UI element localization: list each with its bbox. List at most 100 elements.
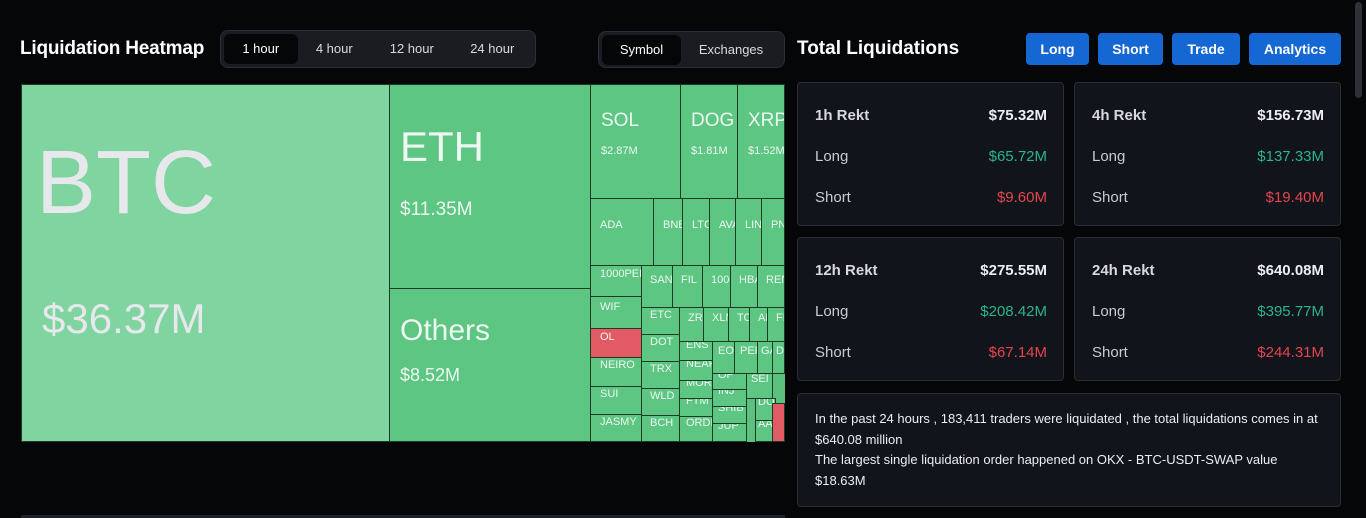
heatmap-tile-jasmy[interactable]: JASMY (590, 414, 642, 442)
long-button[interactable]: Long (1026, 33, 1089, 65)
rekt-card-24h: 24h Rekt $640.08M Long $395.77M Short $244.… (1074, 237, 1341, 381)
tile-symbol: SOL (601, 109, 640, 131)
heatmap-tile-morpho[interactable]: MORPHO (679, 380, 713, 399)
tile-symbol: AR (758, 311, 767, 324)
heatmap-tile-ftm[interactable]: FTM (679, 398, 713, 417)
heatmap-tile-sui[interactable]: SUI (590, 386, 642, 415)
heatmap-tile-fil[interactable]: FIL (672, 265, 703, 308)
long-label: Long (1092, 148, 1126, 165)
tile-symbol: DYDX (776, 344, 784, 357)
tile-symbol: OL (600, 330, 615, 343)
heatmap-tile-sol[interactable]: SOL $2.87M (590, 84, 681, 199)
heatmap-tile-hbar[interactable]: HBAR (730, 265, 758, 308)
tile-value: $2.87M (601, 144, 638, 157)
heatmap-tile-ton[interactable]: TON (728, 307, 750, 342)
heatmap-tile-bnb[interactable]: BNB (653, 198, 683, 266)
tile-symbol: ETH (400, 123, 484, 170)
card-total: $75.32M (988, 107, 1047, 124)
tile-symbol: SEI (751, 373, 769, 385)
tile-symbol: ZRX (688, 311, 703, 324)
tile-symbol: EOS (718, 344, 734, 357)
tile-symbol: WLD (650, 389, 675, 402)
long-amount: $137.33M (1257, 148, 1324, 165)
heatmap-tile-ada[interactable]: ADA (590, 198, 654, 266)
short-button[interactable]: Short (1098, 33, 1163, 65)
heatmap-tile-1000pepe[interactable]: 1000PEPE (590, 265, 642, 297)
heatmap-tile-wif[interactable]: WIF (590, 296, 642, 329)
heatmap-tile-dot[interactable]: DOT (641, 334, 680, 362)
long-amount: $395.77M (1257, 303, 1324, 320)
heatmap-tile-inj[interactable]: INJ (712, 389, 747, 407)
tab-24-hour[interactable]: 24 hour (470, 41, 515, 56)
heatmap-tile-bch[interactable]: BCH (641, 415, 680, 442)
tile-symbol: JASMY (600, 415, 637, 428)
heatmap-tile-neiro[interactable]: NEIRO (590, 357, 642, 387)
heatmap-tile-unnamed[interactable] (772, 403, 785, 442)
tile-symbol: WIF (600, 300, 621, 313)
trade-button[interactable]: Trade (1172, 33, 1240, 65)
tile-symbol: XRP (748, 109, 785, 131)
card-total: $156.73M (1257, 107, 1324, 124)
tile-symbol: OP (718, 373, 734, 381)
heatmap-tile-pepe[interactable]: PEPE (734, 341, 758, 374)
scrollbar-thumb[interactable] (1355, 2, 1362, 98)
heatmap-tile-avax[interactable]: AVAX (709, 198, 736, 266)
heatmap-tile-sei[interactable]: SEI (746, 373, 773, 399)
heatmap-tile-etc[interactable]: ETC (641, 307, 680, 335)
summary-line-2: The largest single liquidation order hap… (815, 452, 1278, 488)
page-scrollbar[interactable] (1351, 0, 1366, 518)
tile-symbol: 1000PEPE (600, 267, 641, 280)
heatmap-tile-jup[interactable]: JUP (712, 423, 747, 442)
heatmap-tile-ordi[interactable]: ORDI (679, 416, 713, 442)
heatmap-tile-1000[interactable]: 1000 (702, 265, 731, 308)
heatmap-tile-near[interactable]: NEAR (679, 360, 713, 381)
heatmap-tile-fet[interactable]: FET (767, 307, 785, 342)
heatmap-tile-link[interactable]: LINK (735, 198, 762, 266)
heatmap-tile-ar[interactable]: AR (749, 307, 768, 342)
heatmap-tile-ren[interactable]: REN (757, 265, 785, 308)
tile-symbol: ADA (600, 218, 623, 231)
heatmap-tile-zrx[interactable]: ZRX (679, 307, 704, 342)
short-amount: $67.14M (988, 344, 1047, 361)
heatmap-tile-dydx[interactable]: DYDX (772, 341, 785, 374)
tab-1-hour[interactable]: 1 hour (224, 34, 298, 64)
tile-symbol: ORDI (686, 416, 713, 429)
tab-4-hour[interactable]: 4 hour (315, 41, 353, 56)
tile-value: $1.81M (691, 144, 728, 157)
tile-value: $36.37M (42, 295, 206, 342)
tile-symbol: SUI (600, 387, 619, 400)
tile-symbol: Others (400, 314, 491, 347)
heatmap-tile-op[interactable]: OP (712, 373, 747, 390)
tab-exchanges[interactable]: Exchanges (698, 41, 764, 57)
tile-value: $8.52M (400, 365, 461, 385)
heatmap-tile-ol[interactable]: OL (590, 328, 642, 358)
short-label: Short (815, 189, 851, 206)
heatmap-tile-eos[interactable]: EOS (712, 341, 735, 374)
long-label: Long (815, 303, 849, 320)
heatmap-tile-dog[interactable]: DOG $1.81M (680, 84, 738, 199)
short-label: Short (1092, 189, 1128, 206)
tile-symbol: DOGS (758, 398, 775, 408)
heatmap-tile-gala[interactable]: GALA (757, 341, 773, 374)
heatmap-tile-shib[interactable]: SHIB (712, 406, 747, 424)
card-period: 4h Rekt (1092, 107, 1147, 124)
heatmap-tile-others[interactable]: Others $8.52M (389, 288, 591, 442)
tile-symbol: PEPE (740, 344, 757, 357)
heatmap-tile-ens[interactable]: ENS (679, 341, 713, 361)
heatmap-tile-xlm[interactable]: XLM (703, 307, 729, 342)
heatmap-tile-ltc[interactable]: LTC (682, 198, 710, 266)
tile-symbol: HBAR (739, 273, 757, 286)
heatmap-tile-trx[interactable]: TRX (641, 361, 680, 389)
heatmap-tile-xrp[interactable]: XRP $1.52M (737, 84, 785, 199)
tab-symbol[interactable]: Symbol (602, 34, 681, 65)
heatmap-tile-pnut[interactable]: PNUT (761, 198, 785, 266)
section-divider (21, 515, 785, 518)
tile-symbol: INJ (718, 389, 735, 397)
heatmap-tile-sand[interactable]: SAND (641, 265, 673, 308)
long-label: Long (815, 148, 849, 165)
analytics-button[interactable]: Analytics (1249, 33, 1341, 65)
heatmap-tile-wld[interactable]: WLD (641, 388, 680, 416)
heatmap-tile-btc[interactable]: BTC $36.37M (21, 84, 390, 442)
tab-12-hour[interactable]: 12 hour (389, 41, 434, 56)
heatmap-tile-eth[interactable]: ETH $11.35M (389, 84, 591, 289)
